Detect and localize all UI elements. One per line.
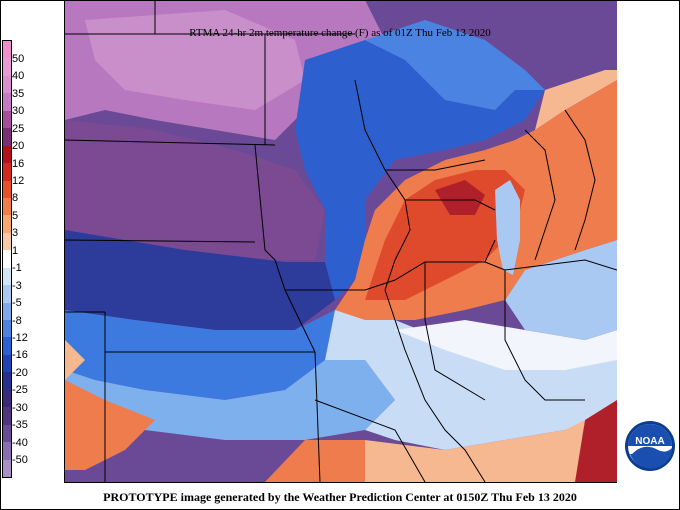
- legend-label: -50: [12, 454, 28, 467]
- legend-label: 8: [12, 192, 19, 205]
- legend-color-swatch: [3, 354, 11, 373]
- southwest-warm-region: [65, 380, 155, 470]
- legend-color-swatch: [3, 93, 11, 111]
- legend-label: -40: [12, 436, 28, 449]
- legend-label: 12: [12, 175, 25, 188]
- legend-label: 50: [12, 52, 25, 65]
- legend-label: -16: [12, 349, 28, 362]
- legend-label: 30: [12, 105, 25, 118]
- legend-label: -35: [12, 419, 28, 432]
- white-region: [395, 320, 617, 370]
- light-blue-region-east: [505, 240, 617, 340]
- legend-color-swatch: [3, 180, 11, 198]
- map-title: RTMA 24-hr 2m temperature change (F) as …: [189, 27, 491, 39]
- legend-color-swatch: [3, 232, 11, 251]
- blue-region-south: [65, 310, 335, 400]
- legend-color-swatch: [3, 41, 11, 59]
- legend-label: 20: [12, 140, 25, 153]
- light-pink-region: [85, 10, 305, 110]
- legend-color-swatch: [3, 442, 11, 460]
- legend-color-swatch: [3, 320, 11, 338]
- legend-label: -5: [12, 297, 22, 310]
- legend-label: -1: [12, 262, 22, 275]
- legend-color-swatch: [3, 424, 11, 443]
- legend-color-swatch: [3, 337, 11, 355]
- peach-region: [535, 70, 617, 130]
- legend-color-swatch: [3, 215, 11, 233]
- legend-color-swatch: [3, 58, 11, 76]
- legend-color-swatch: [3, 407, 11, 425]
- light-blue-region: [365, 20, 545, 110]
- temperature-change-map: [64, 0, 617, 483]
- legend-labels: 50 40 35 30 25 20 16 12 8 5 3 1 -1 -3 -5 -8 -12 -16 -20 -25…: [12, 40, 52, 476]
- southwest-peach-region: [65, 340, 85, 380]
- noaa-logo: NOAA: [624, 420, 676, 472]
- dark-blue-region: [65, 230, 335, 330]
- dark-red-region: [435, 180, 485, 215]
- legend-color-swatch: [3, 459, 11, 477]
- legend-color-swatch: [3, 389, 11, 408]
- footer-caption: PROTOTYPE image generated by the Weather…: [103, 490, 577, 504]
- legend-label: 5: [12, 209, 19, 222]
- legend-color-swatch: [3, 145, 11, 164]
- legend-color-swatch: [3, 285, 11, 303]
- legend-label: -30: [12, 401, 28, 414]
- blue-region-east: [295, 40, 545, 300]
- noaa-logo-text: NOAA: [635, 436, 664, 447]
- legend-colorbar: [2, 40, 12, 478]
- pale-region-south: [325, 310, 617, 450]
- legend-label: -3: [12, 279, 22, 292]
- legend-color-swatch: [3, 163, 11, 181]
- legend-color-swatch: [3, 197, 11, 216]
- legend-label: 40: [12, 70, 25, 83]
- legend-color-swatch: [3, 302, 11, 320]
- legend-color-swatch: [3, 75, 11, 94]
- legend-label: 16: [12, 157, 25, 170]
- lake-michigan: [495, 180, 520, 275]
- legend-color-swatch: [3, 110, 11, 129]
- legend-label: -20: [12, 366, 28, 379]
- legend-label: -12: [12, 331, 28, 344]
- state-borders: [65, 0, 617, 482]
- purple-plains-region: [65, 120, 325, 260]
- legend-label: -8: [12, 314, 22, 327]
- southeast-peach-region: [365, 420, 585, 482]
- southeast-red-region: [575, 400, 617, 482]
- legend-color-swatch: [3, 267, 11, 286]
- legend-label: 3: [12, 227, 19, 240]
- legend-label: 1: [12, 244, 19, 257]
- legend-color-swatch: [3, 372, 11, 390]
- legend-color-swatch: [3, 128, 11, 146]
- legend-label: 25: [12, 122, 25, 135]
- legend-label: 35: [12, 87, 25, 100]
- legend-label: -25: [12, 384, 28, 397]
- legend-color-swatch: [3, 250, 11, 268]
- south-orange-region: [265, 440, 365, 482]
